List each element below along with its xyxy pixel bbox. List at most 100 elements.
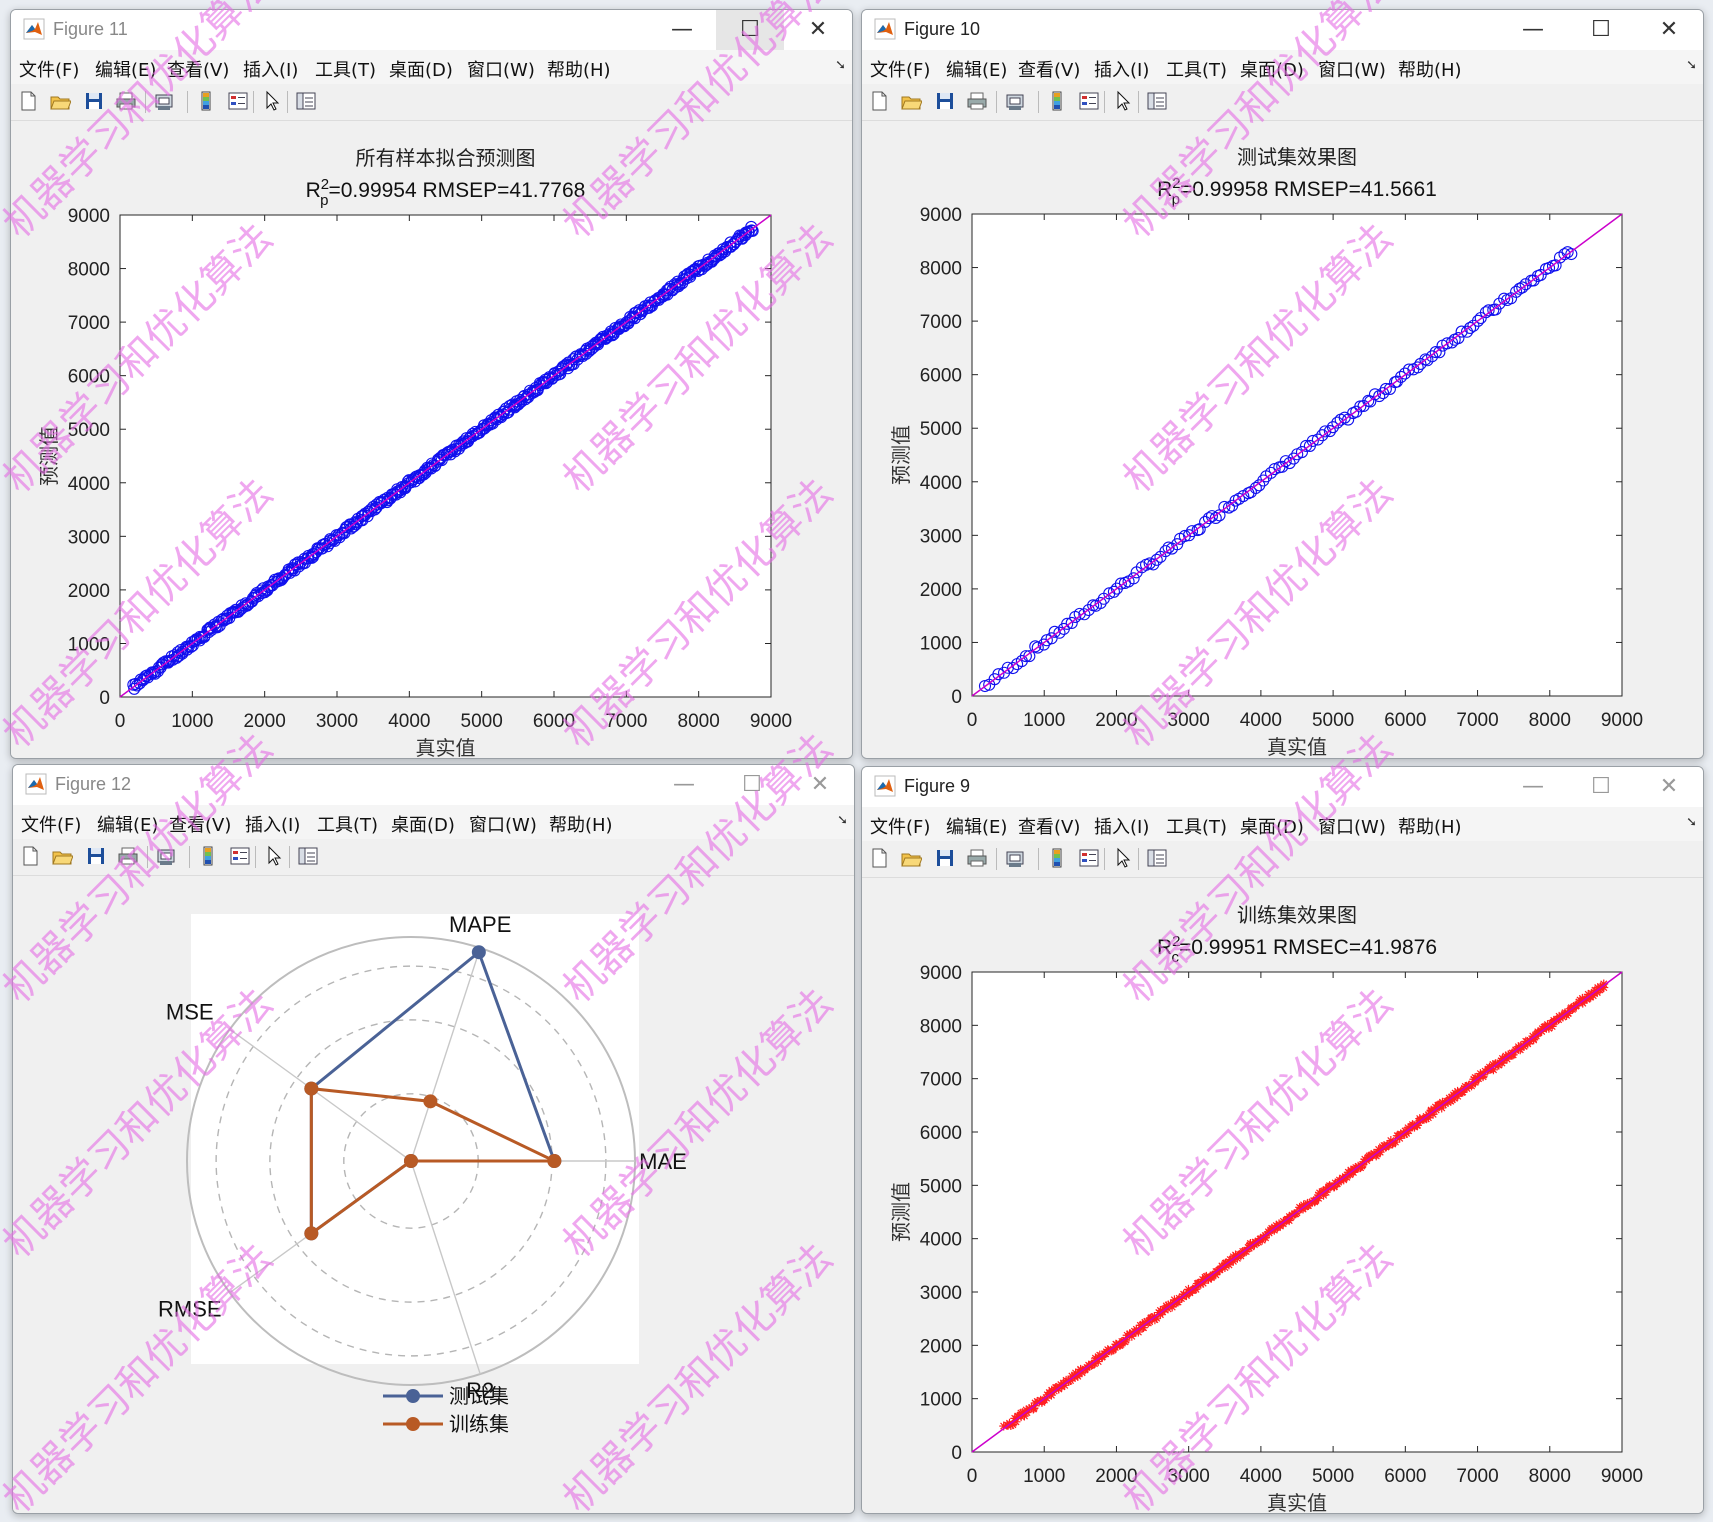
print-icon[interactable] [115, 90, 137, 112]
data-point [1028, 1404, 1038, 1414]
dock-arrow-icon[interactable]: ➘ [837, 813, 848, 828]
reference-line [971, 213, 1623, 697]
menu-item-1[interactable]: 编辑(E) [946, 817, 1008, 838]
legend-icon[interactable] [1078, 847, 1100, 869]
colorbar-icon[interactable] [195, 90, 217, 112]
figure-11-window[interactable]: Figure 11 — ☐ ✕ 文件(F) 编辑(E) 查看(V) 插入(I) 工具(T… [10, 9, 853, 759]
menu-item-5[interactable]: 桌面(D) [1240, 817, 1304, 838]
property-editor-icon[interactable] [295, 90, 317, 112]
minimize-button[interactable]: — [671, 17, 693, 42]
close-button[interactable]: ✕ [1659, 17, 1679, 42]
menu-item-0[interactable]: 文件(F) [21, 815, 82, 836]
dock-arrow-icon[interactable]: ➘ [1686, 815, 1697, 830]
menu-item-0[interactable]: 文件(F) [870, 60, 931, 81]
open-folder-icon[interactable] [51, 845, 73, 867]
minimize-button[interactable]: — [1522, 17, 1544, 42]
menu-item-4[interactable]: 工具(T) [1166, 817, 1228, 838]
dock-arrow-icon[interactable]: ➘ [1686, 58, 1697, 73]
print-preview-icon[interactable] [155, 845, 177, 867]
data-point [1167, 1302, 1177, 1312]
open-folder-icon[interactable] [900, 847, 922, 869]
menu-item-7[interactable]: 帮助(H) [547, 60, 611, 81]
maximize-button[interactable]: ☐ [1567, 10, 1635, 50]
pointer-icon[interactable] [1112, 90, 1134, 112]
menu-item-6[interactable]: 窗口(W) [469, 815, 537, 836]
pointer-icon[interactable] [261, 90, 283, 112]
print-icon[interactable] [966, 847, 988, 869]
print-preview-icon[interactable] [153, 90, 175, 112]
menu-item-7[interactable]: 帮助(H) [549, 815, 613, 836]
menu-item-5[interactable]: 桌面(D) [389, 60, 453, 81]
save-icon[interactable] [85, 845, 107, 867]
maximize-button[interactable]: ☐ [716, 10, 784, 50]
property-editor-icon[interactable] [1146, 847, 1168, 869]
title-bar[interactable]: Figure 10 — ☐ ✕ [862, 10, 1703, 50]
save-icon[interactable] [934, 90, 956, 112]
menu-item-4[interactable]: 工具(T) [1166, 60, 1228, 81]
title-bar[interactable]: Figure 12 — ☐ ✕ [13, 765, 854, 805]
legend-icon[interactable] [227, 90, 249, 112]
colorbar-icon[interactable] [197, 845, 219, 867]
close-button[interactable]: ✕ [808, 17, 828, 42]
menu-item-1[interactable]: 编辑(E) [97, 815, 159, 836]
menu-item-3[interactable]: 插入(I) [243, 60, 299, 81]
minimize-button[interactable]: — [673, 772, 695, 797]
menu-item-3[interactable]: 插入(I) [1094, 817, 1150, 838]
close-button[interactable]: ✕ [1659, 774, 1679, 799]
property-editor-icon[interactable] [297, 845, 319, 867]
menu-item-6[interactable]: 窗口(W) [467, 60, 535, 81]
menu-item-3[interactable]: 插入(I) [245, 815, 301, 836]
data-point [1038, 1396, 1048, 1406]
pointer-icon[interactable] [263, 845, 285, 867]
menu-item-3[interactable]: 插入(I) [1094, 60, 1150, 81]
save-icon[interactable] [934, 847, 956, 869]
legend-icon[interactable] [229, 845, 251, 867]
minimize-button[interactable]: — [1522, 774, 1544, 799]
save-icon[interactable] [83, 90, 105, 112]
menu-item-4[interactable]: 工具(T) [317, 815, 379, 836]
menu-item-1[interactable]: 编辑(E) [946, 60, 1008, 81]
print-icon[interactable] [117, 845, 139, 867]
dock-arrow-icon[interactable]: ➘ [835, 58, 846, 73]
menu-item-6[interactable]: 窗口(W) [1318, 60, 1386, 81]
x-tick-label: 5000 [461, 711, 503, 732]
menu-item-4[interactable]: 工具(T) [315, 60, 377, 81]
menu-item-2[interactable]: 查看(V) [169, 815, 232, 836]
legend-icon[interactable] [1078, 90, 1100, 112]
y-tick-label: 9000 [920, 963, 962, 984]
data-point [1596, 984, 1606, 994]
figure-12-window[interactable]: Figure 12 — ☐ ✕ 文件(F) 编辑(E) 查看(V) 插入(I) 工具(T… [12, 764, 855, 1514]
open-folder-icon[interactable] [900, 90, 922, 112]
menu-item-0[interactable]: 文件(F) [870, 817, 931, 838]
figure-9-window[interactable]: Figure 9 — ☐ ✕ 文件(F) 编辑(E) 查看(V) 插入(I) 工具(T)… [861, 766, 1704, 1514]
menu-item-2[interactable]: 查看(V) [1018, 60, 1081, 81]
menu-item-0[interactable]: 文件(F) [19, 60, 80, 81]
menu-item-5[interactable]: 桌面(D) [1240, 60, 1304, 81]
menu-item-6[interactable]: 窗口(W) [1318, 817, 1386, 838]
menu-item-2[interactable]: 查看(V) [167, 60, 230, 81]
colorbar-icon[interactable] [1046, 90, 1068, 112]
maximize-button[interactable]: ☐ [718, 765, 786, 805]
open-folder-icon[interactable] [49, 90, 71, 112]
menu-item-5[interactable]: 桌面(D) [391, 815, 455, 836]
print-icon[interactable] [966, 90, 988, 112]
new-file-icon[interactable] [868, 847, 890, 869]
print-preview-icon[interactable] [1004, 847, 1026, 869]
property-editor-icon[interactable] [1146, 90, 1168, 112]
pointer-icon[interactable] [1112, 847, 1134, 869]
print-preview-icon[interactable] [1004, 90, 1026, 112]
menu-item-2[interactable]: 查看(V) [1018, 817, 1081, 838]
menu-item-7[interactable]: 帮助(H) [1398, 60, 1462, 81]
title-bar[interactable]: Figure 9 — ☐ ✕ [862, 767, 1703, 807]
new-file-icon[interactable] [17, 90, 39, 112]
colorbar-icon[interactable] [1046, 847, 1068, 869]
toolbar-separator [145, 91, 146, 113]
title-bar[interactable]: Figure 11 — ☐ ✕ [11, 10, 852, 50]
new-file-icon[interactable] [19, 845, 41, 867]
figure-10-window[interactable]: Figure 10 — ☐ ✕ 文件(F) 编辑(E) 查看(V) 插入(I) 工具(T… [861, 9, 1704, 759]
menu-item-7[interactable]: 帮助(H) [1398, 817, 1462, 838]
menu-item-1[interactable]: 编辑(E) [95, 60, 157, 81]
close-button[interactable]: ✕ [810, 772, 830, 797]
new-file-icon[interactable] [868, 90, 890, 112]
maximize-button[interactable]: ☐ [1567, 767, 1635, 807]
